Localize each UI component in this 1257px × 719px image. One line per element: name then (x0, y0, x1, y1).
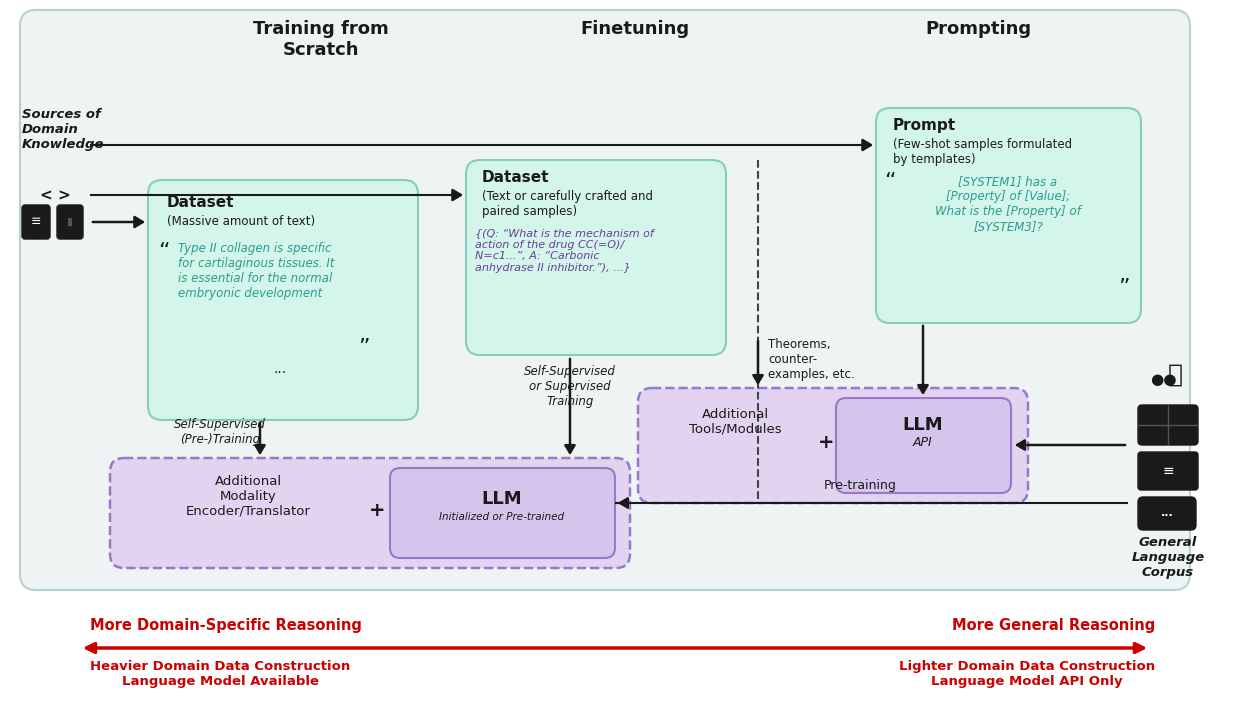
Text: Finetuning: Finetuning (581, 20, 690, 38)
Text: Self-Supervised
(Pre-)Training: Self-Supervised (Pre-)Training (173, 418, 266, 446)
Text: API: API (913, 436, 933, 449)
FancyBboxPatch shape (57, 205, 83, 239)
Text: +: + (368, 500, 385, 520)
FancyBboxPatch shape (639, 388, 1028, 503)
Text: ”: ” (358, 338, 370, 358)
Text: ▮: ▮ (67, 217, 73, 227)
FancyBboxPatch shape (1138, 405, 1198, 445)
Text: (Few-shot samples formulated
by templates): (Few-shot samples formulated by template… (892, 138, 1072, 166)
FancyBboxPatch shape (836, 398, 1011, 493)
Text: ...: ... (274, 362, 287, 376)
Text: (Text or carefully crafted and
paired samples): (Text or carefully crafted and paired sa… (481, 190, 652, 218)
Text: 👥: 👥 (1168, 363, 1183, 387)
Text: ≡: ≡ (30, 216, 41, 229)
Text: +: + (818, 433, 835, 452)
Text: [SYSTEM1] has a
[Property] of [Value];
What is the [Property] of
[SYSTEM3]?: [SYSTEM1] has a [Property] of [Value]; W… (935, 175, 1081, 233)
Text: Initialized or Pre-trained: Initialized or Pre-trained (440, 512, 564, 522)
Text: “: “ (158, 242, 170, 262)
Text: Training from
Scratch: Training from Scratch (253, 20, 388, 59)
Text: LLM: LLM (903, 416, 943, 434)
Text: More Domain-Specific Reasoning: More Domain-Specific Reasoning (91, 618, 362, 633)
Text: ”: ” (1117, 278, 1130, 298)
FancyBboxPatch shape (466, 160, 727, 355)
Text: Additional
Tools/Modules: Additional Tools/Modules (689, 408, 782, 436)
FancyBboxPatch shape (148, 180, 419, 420)
Text: ●●: ●● (1150, 372, 1177, 388)
Text: Type II collagen is specific
for cartilaginous tissues. It
is essential for the : Type II collagen is specific for cartila… (178, 242, 334, 300)
FancyBboxPatch shape (111, 458, 630, 568)
Text: < >: < > (40, 188, 70, 203)
FancyBboxPatch shape (20, 10, 1190, 590)
FancyBboxPatch shape (23, 205, 50, 239)
Text: General
Language
Corpus: General Language Corpus (1131, 536, 1204, 579)
FancyBboxPatch shape (390, 468, 615, 558)
Text: ...: ... (1160, 508, 1173, 518)
Text: Sources of
Domain
Knowledge: Sources of Domain Knowledge (23, 108, 104, 151)
Text: Additional
Modality
Encoder/Translator: Additional Modality Encoder/Translator (186, 475, 310, 518)
Text: Lighter Domain Data Construction
Language Model API Only: Lighter Domain Data Construction Languag… (899, 660, 1155, 688)
FancyBboxPatch shape (876, 108, 1141, 323)
FancyBboxPatch shape (1138, 452, 1198, 490)
Text: Dataset: Dataset (481, 170, 549, 185)
Text: Prompt: Prompt (892, 118, 957, 133)
Text: Dataset: Dataset (167, 195, 235, 210)
Text: Self-Supervised
or Supervised
Training: Self-Supervised or Supervised Training (524, 365, 616, 408)
FancyBboxPatch shape (1138, 497, 1195, 530)
Text: Heavier Domain Data Construction
Language Model Available: Heavier Domain Data Construction Languag… (91, 660, 351, 688)
Text: “: “ (884, 172, 895, 192)
Text: More General Reasoning: More General Reasoning (952, 618, 1155, 633)
Text: ≡: ≡ (1163, 464, 1174, 478)
Text: Theorems,
counter-
examples, etc.: Theorems, counter- examples, etc. (768, 338, 855, 381)
Text: Pre-training: Pre-training (823, 479, 896, 492)
Text: LLM: LLM (481, 490, 523, 508)
Text: {(Q: “What is the mechanism of
action of the drug CC(=O)/
N=c1...”, A: “Carbonic: {(Q: “What is the mechanism of action of… (475, 228, 654, 273)
Text: Prompting: Prompting (925, 20, 1031, 38)
Text: (Massive amount of text): (Massive amount of text) (167, 215, 316, 228)
